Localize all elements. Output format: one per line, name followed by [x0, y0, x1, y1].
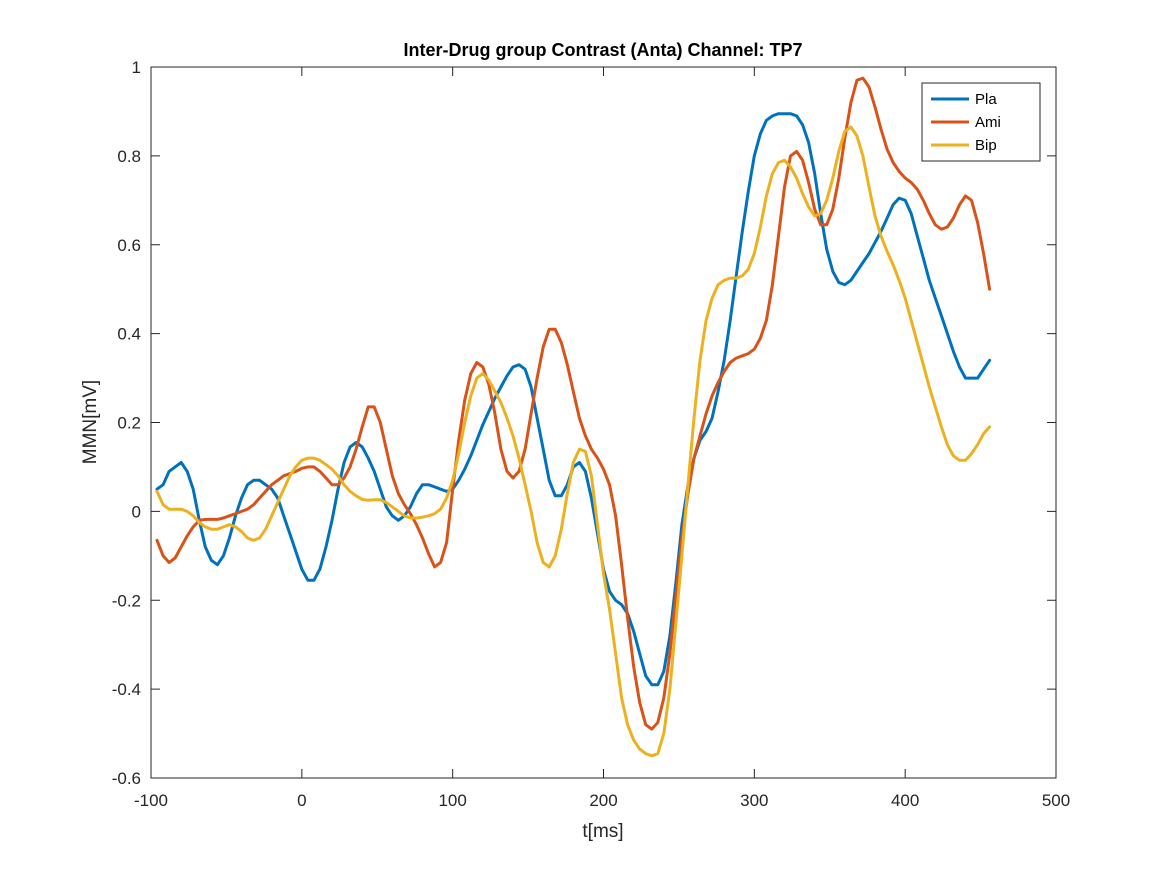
legend-label: Ami [975, 114, 1001, 131]
series-line-bip [155, 125, 992, 758]
x-tick-label: 0 [297, 791, 306, 810]
y-tick-label: -0.6 [112, 769, 141, 788]
x-tick-label: -100 [134, 791, 168, 810]
y-tick-label: -0.4 [112, 680, 141, 699]
y-tick-label: 0.4 [117, 325, 141, 344]
y-tick-label: 0.8 [117, 147, 141, 166]
x-tick-label: 500 [1042, 791, 1070, 810]
y-axis-label: MMN[mV] [80, 380, 101, 464]
series-line-ami [155, 76, 992, 731]
legend: Pla Ami Bip [921, 82, 1041, 162]
y-tick-label: 1 [132, 58, 141, 77]
chart-title: Inter-Drug group Contrast (Anta) Channel… [404, 40, 803, 60]
axes-box [150, 66, 1057, 779]
legend-label: Bip [975, 137, 997, 154]
x-axis-label: t[ms] [582, 821, 623, 842]
y-tick-label: -0.2 [112, 591, 141, 610]
x-tick-label: 400 [891, 791, 919, 810]
x-tick-label: 200 [589, 791, 617, 810]
x-tick-label: 300 [740, 791, 768, 810]
y-tick-label: 0.6 [117, 236, 141, 255]
axis-ticks: -100 0 100 200 300 400 500 -0.6 -0.4 -0.2 0 0.2 0.4 0… [112, 58, 1070, 810]
y-tick-label: 0.2 [117, 414, 141, 433]
x-tick-label: 100 [438, 791, 466, 810]
legend-label: Pla [975, 91, 997, 108]
series-lines [155, 76, 992, 758]
y-tick-label: 0 [132, 502, 141, 521]
